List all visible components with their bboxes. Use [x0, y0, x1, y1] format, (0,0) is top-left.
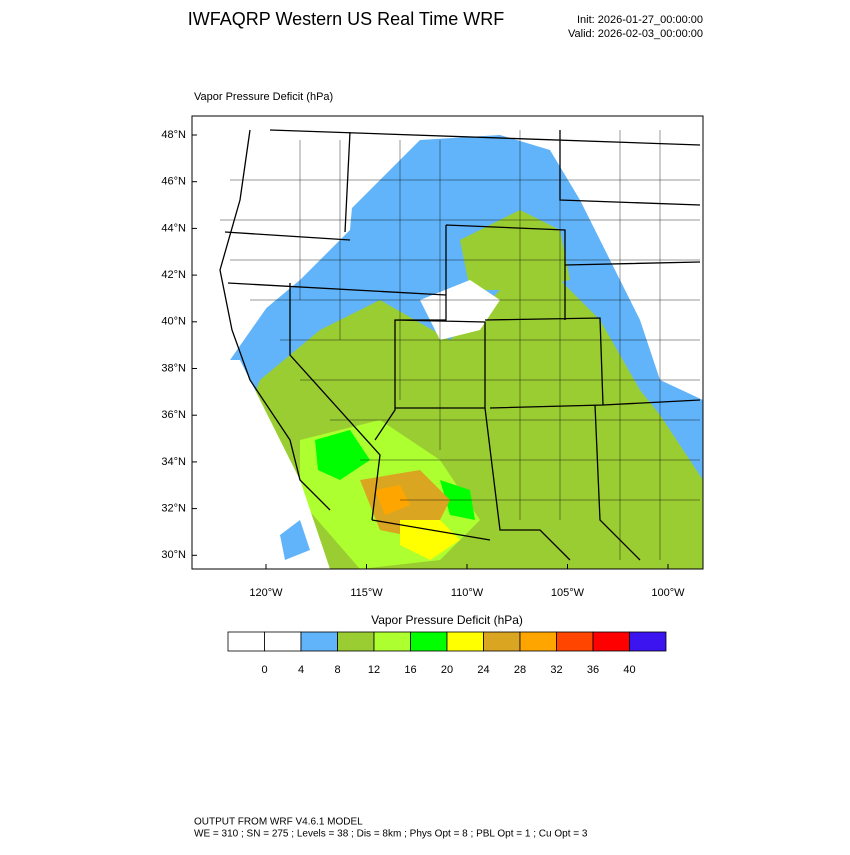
footer-line: OUTPUT FROM WRF V4.6.1 MODEL	[194, 817, 363, 828]
colorbar-box	[264, 631, 302, 652]
lat-labels: 48°N 46°N 44°N 42°N 40°N 38°N 36°N 34°N 32°N 30°N	[161, 129, 197, 561]
colorbar-label: 32	[550, 664, 562, 676]
lat-label: 48°N	[161, 129, 186, 141]
lat-label: 40°N	[161, 316, 186, 328]
colorbar-label: 28	[514, 664, 526, 676]
footer-line: WE = 310 ; SN = 275 ; Levels = 38 ; Dis …	[194, 829, 588, 840]
colorbar-label: 12	[368, 664, 380, 676]
colorbar-label: 20	[441, 664, 453, 676]
colorbar-box	[592, 631, 630, 652]
lat-label: 42°N	[161, 269, 186, 281]
colorbar-box	[519, 631, 557, 652]
map-frame	[191, 115, 704, 570]
lon-label: 110°W	[451, 587, 484, 599]
colorbar-box	[373, 631, 411, 652]
lon-label: 115°W	[350, 587, 383, 599]
lon-label: 105°W	[551, 587, 585, 599]
lat-label: 30°N	[161, 549, 186, 561]
lat-label: 38°N	[161, 362, 186, 374]
colorbar-title: Vapor Pressure Deficit (hPa)	[371, 613, 523, 627]
colorbar: 0 4 8 12 16 20 24 28 32 36 40	[227, 631, 667, 676]
lon-label: 100°W	[651, 587, 685, 599]
lat-label: 36°N	[161, 409, 186, 421]
lon-labels: 120°W 115°W 110°W 105°W 100°W	[249, 564, 685, 599]
colorbar-box	[410, 631, 448, 652]
colorbar-box	[227, 631, 265, 652]
colorbar-label: 24	[477, 664, 489, 676]
colorbar-label: 4	[298, 664, 304, 676]
boundaries	[219, 129, 701, 561]
colorbar-label: 36	[587, 664, 599, 676]
lat-label: 44°N	[161, 222, 186, 234]
colorbar-box	[300, 631, 338, 652]
colorbar-box	[337, 631, 375, 652]
init-time: Init: 2026-01-27_00:00:00	[577, 14, 703, 26]
title: IWFAQRP Western US Real Time WRF	[188, 9, 504, 29]
lat-label: 46°N	[161, 176, 186, 188]
valid-time: Valid: 2026-02-03_00:00:00	[568, 28, 703, 40]
colorbar-label: 8	[334, 664, 340, 676]
colorbar-label: 0	[261, 664, 267, 676]
colorbar-box	[556, 631, 594, 652]
map-field	[192, 116, 703, 569]
colorbar-box	[446, 631, 484, 652]
lon-label: 120°W	[249, 587, 283, 599]
lat-label: 32°N	[161, 503, 186, 515]
colorbar-label: 40	[623, 664, 635, 676]
lat-label: 34°N	[161, 456, 186, 468]
colorbar-box	[629, 631, 667, 652]
colorbar-label: 16	[404, 664, 416, 676]
field-label: Vapor Pressure Deficit (hPa)	[194, 91, 333, 103]
colorbar-box	[483, 631, 521, 652]
